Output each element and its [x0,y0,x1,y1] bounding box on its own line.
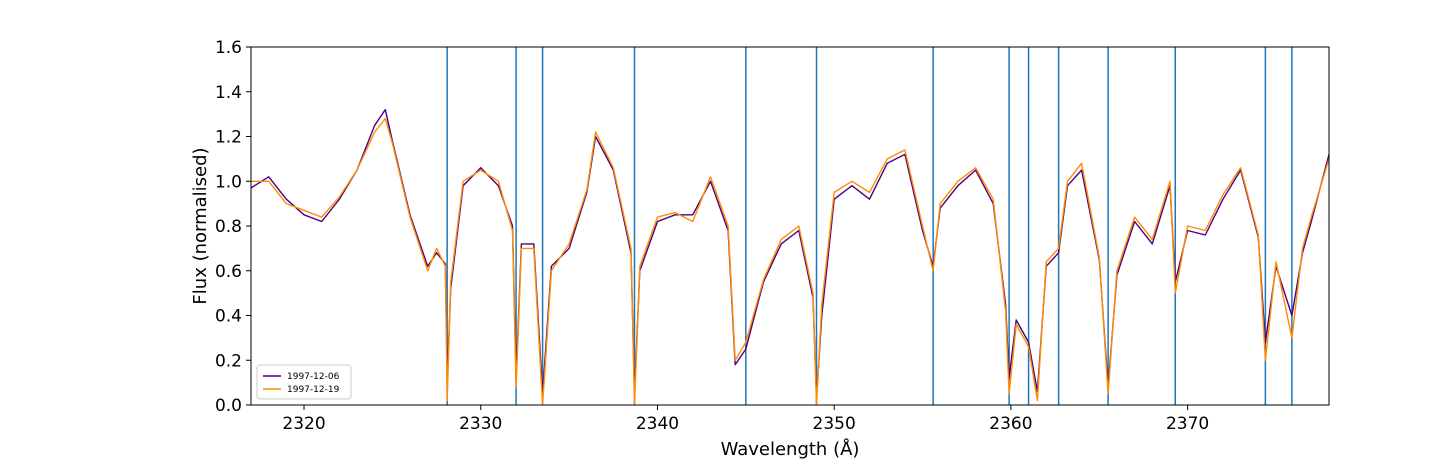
x-axis-label: Wavelength (Å) [721,438,860,460]
series-line-1997-12-06 [250,109,1330,399]
y-tick-label: 0.6 [215,262,242,282]
y-tick-label: 0.4 [215,307,242,327]
legend-box [256,364,352,400]
legend-label: 1997-12-06 [287,372,340,382]
x-tick-label: 2320 [282,414,325,434]
y-tick-label: 1.6 [215,38,242,58]
legend-label: 1997-12-19 [287,385,340,395]
x-tick-label: 2360 [989,414,1032,434]
y-tick-label: 0.8 [215,217,242,237]
x-tick-label: 2340 [636,414,679,434]
x-axis-ticks: 2320 2330 2340 2350 2360 2370 [282,405,1209,434]
y-tick-label: 1.0 [215,172,242,192]
y-axis-label: Flux (normalised) [190,147,211,304]
series-line-1997-12-19 [251,117,1330,406]
y-tick-label: 1.4 [215,83,242,103]
x-tick-label: 2370 [1166,414,1209,434]
x-tick-label: 2330 [459,414,502,434]
y-axis-ticks: 0.0 0.2 0.4 0.6 0.8 1.0 1.2 1.4 1.6 [215,38,251,416]
x-tick-label: 2350 [813,414,856,434]
line-markers [446,47,1293,405]
series-layer [250,109,1330,406]
legend: 1997-12-06 1997-12-19 [256,364,352,400]
y-tick-label: 0.2 [215,351,242,371]
y-tick-label: 1.2 [215,128,242,148]
y-tick-label: 0.0 [215,396,242,416]
